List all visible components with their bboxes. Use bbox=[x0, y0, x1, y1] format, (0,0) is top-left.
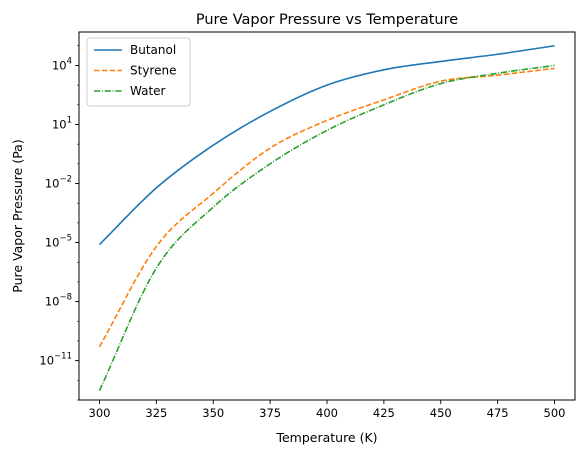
legend-label-butanol: Butanol bbox=[130, 43, 176, 57]
series-line-water bbox=[98, 64, 555, 391]
series-layer bbox=[98, 44, 555, 391]
x-tick-label: 300 bbox=[89, 406, 111, 420]
x-tick-label: 475 bbox=[487, 406, 509, 420]
axes-layer: 300 325 350 375 400 425 450 475 50010−1110−810−5… bbox=[39, 45, 566, 420]
legend-label-water: Water bbox=[130, 84, 166, 98]
x-tick-label: 350 bbox=[202, 406, 224, 420]
x-axis-label: Temperature (K) bbox=[275, 430, 377, 445]
legend: Butanol Styrene Water bbox=[86, 37, 191, 107]
y-axis-label: Pure Vapor Pressure (Pa) bbox=[10, 139, 25, 292]
legend-label-styrene: Styrene bbox=[130, 64, 176, 78]
series-line-butanol bbox=[98, 44, 555, 246]
x-tick-label: 425 bbox=[373, 406, 395, 420]
plot-frame bbox=[78, 31, 576, 401]
x-tick-label: 375 bbox=[259, 406, 281, 420]
legend-box bbox=[86, 37, 191, 107]
x-tick-label: 325 bbox=[145, 406, 167, 420]
x-tick-label: 500 bbox=[544, 406, 566, 420]
x-tick-label: 400 bbox=[316, 406, 338, 420]
x-tick-label: 450 bbox=[430, 406, 452, 420]
chart-title: Pure Vapor Pressure vs Temperature bbox=[196, 12, 458, 28]
